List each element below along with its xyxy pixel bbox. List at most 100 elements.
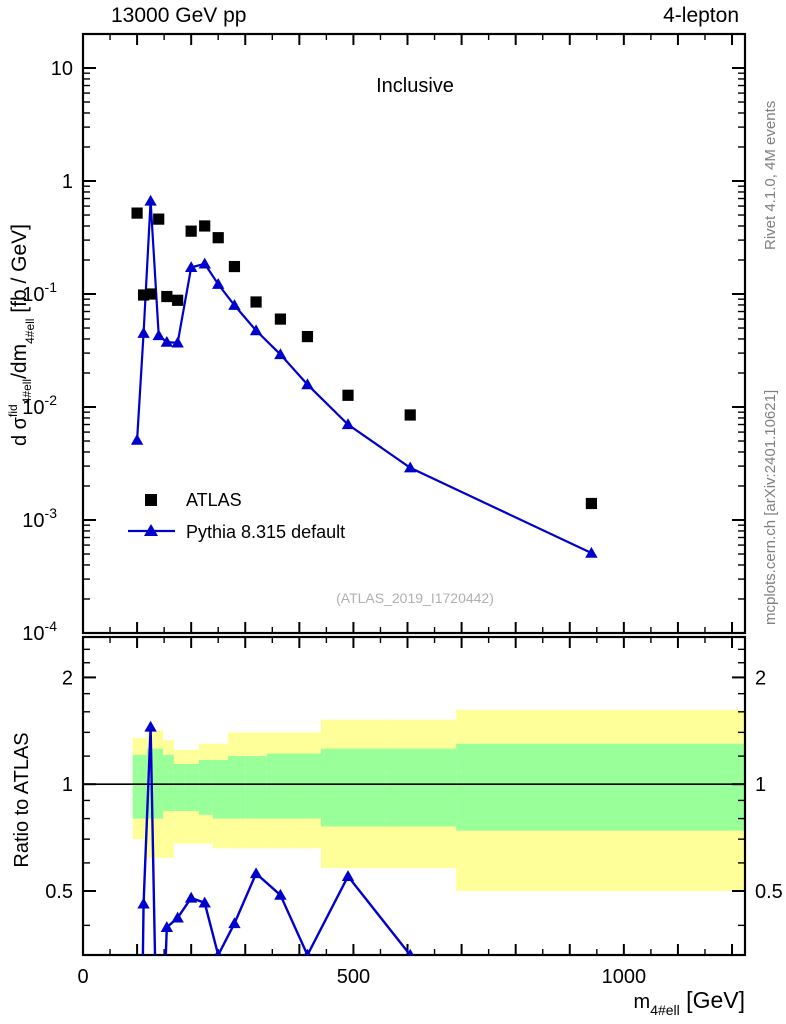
- band-inner-segment: [320, 748, 386, 827]
- mc-marker-triangle: [198, 257, 211, 269]
- ratio-mc-marker-triangle: [303, 948, 311, 955]
- mc-marker-triangle: [137, 326, 150, 338]
- side-label-mcplots-group: mcplots.cern.ch [arXiv:2401.10621]: [762, 390, 779, 625]
- data-marker-square: [185, 225, 197, 237]
- band-inner-segment: [198, 760, 213, 815]
- band-inner-segment: [212, 760, 228, 819]
- ratio-y-tick-label: 2: [62, 667, 73, 689]
- ratio-mc-marker-triangle: [160, 921, 174, 932]
- mc-marker-triangle: [301, 378, 314, 390]
- legend-marker-triangle: [144, 524, 158, 536]
- inclusive-annotation-group: Inclusive: [376, 75, 454, 97]
- x-axis-title: m4#ell [GeV]: [634, 987, 745, 1018]
- data-marker-square: [274, 313, 287, 325]
- mc-marker-triangle: [171, 336, 184, 348]
- data-marker-square: [153, 213, 165, 225]
- header-left-label: 13000 GeV pp: [111, 4, 246, 27]
- side-label-rivet-group: Rivet 4.1.0, 4M events: [762, 101, 779, 250]
- x-axis-title-group: m4#ell [GeV]: [634, 987, 745, 1018]
- mc-marker-triangle: [130, 433, 144, 445]
- data-marker-square: [145, 288, 157, 300]
- data-marker-square: [585, 497, 597, 510]
- x-axis-tick-label: 0: [77, 966, 88, 988]
- ratio-mc-marker-triangle: [171, 911, 184, 923]
- band-inner-segment: [266, 753, 294, 819]
- main-plot-frame: [81, 32, 747, 635]
- ratio-y-tick-label-right: 2: [755, 667, 766, 689]
- watermark-group: (ATLAS_2019_I1720442): [336, 590, 494, 606]
- band-inner-segment: [227, 756, 246, 819]
- mc-marker-triangle: [274, 348, 287, 360]
- mc-marker-triangle: [404, 461, 417, 473]
- ratio-x-ticks: [82, 637, 734, 955]
- mc-line: [135, 200, 592, 555]
- mc-marker-triangle: [249, 324, 263, 336]
- data-marker-square: [301, 330, 314, 343]
- legend-label-atlas: ATLAS: [186, 490, 242, 510]
- data-marker-square: [212, 232, 224, 244]
- data-marker-square: [161, 290, 173, 303]
- data-marker-square: [137, 289, 150, 301]
- x-axis-tick-label: 500: [337, 966, 370, 988]
- band-inner-segment: [132, 754, 147, 819]
- inclusive-label: Inclusive: [376, 75, 454, 97]
- ratio-uncertainty-bands: [132, 709, 745, 891]
- ratio-y-title-group: Ratio to ATLAS: [11, 732, 33, 867]
- mc-marker-triangle: [341, 418, 355, 430]
- ratio-mc-marker-triangle: [137, 897, 150, 909]
- ratio-mc-marker-triangle: [341, 870, 355, 881]
- ratio-plot-panel: 2 2 1 1 0.5 0.5 0 500 1000: [45, 635, 783, 988]
- ratio-mc-marker-triangle: [184, 891, 198, 903]
- band-inner-segment: [185, 764, 199, 812]
- y-axis-title: d σfid4#ell/dm4#ell [fb / GeV]: [6, 224, 37, 446]
- ratio-mc-marker-triangle: [144, 720, 157, 732]
- data-marker-square: [404, 409, 416, 421]
- ratio-y-tick-label-right: 0.5: [755, 881, 783, 903]
- band-inner-segment: [163, 754, 174, 812]
- side-label-rivet: Rivet 4.1.0, 4M events: [762, 101, 779, 250]
- data-marker-square: [342, 389, 354, 401]
- y-axis-tick-label: 10: [51, 58, 73, 80]
- ratio-y-tick-label-right: 1: [755, 774, 766, 796]
- band-inner-segment: [173, 764, 186, 812]
- data-marker-square: [131, 207, 143, 219]
- ratio-plot-frame: [81, 635, 747, 957]
- ratio-y-tick-label: 0.5: [45, 881, 73, 903]
- band-inner-segment: [293, 753, 321, 819]
- main-x-ticks: [82, 34, 734, 633]
- mc-marker-triangle: [160, 335, 174, 347]
- mc-marker-triangle: [144, 194, 157, 206]
- band-inner-segment: [245, 756, 267, 819]
- side-label-mcplots: mcplots.cern.ch [arXiv:2401.10621]: [762, 390, 779, 625]
- data-marker-square: [172, 294, 184, 306]
- mc-marker-triangle: [585, 546, 598, 558]
- header-right-label: 4-lepton: [663, 4, 739, 27]
- y-axis-tick-label: 10-4: [22, 618, 57, 645]
- legend-marker-square: [145, 494, 157, 506]
- ratio-mc-marker-triangle: [228, 917, 241, 929]
- ratio-y-axis-title: Ratio to ATLAS: [11, 732, 33, 867]
- data-marker-square: [228, 260, 241, 273]
- mc-marker-triangle: [228, 299, 241, 310]
- ratio-y-tick-label: 1: [62, 774, 73, 796]
- band-inner-segment: [456, 743, 745, 831]
- y-axis-tick-label: 10-3: [22, 505, 57, 532]
- legend-label-pythia: Pythia 8.315 default: [186, 522, 345, 542]
- data-marker-square: [250, 296, 262, 308]
- ratio-series-group: [137, 720, 414, 955]
- watermark-label: (ATLAS_2019_I1720442): [336, 590, 494, 606]
- band-inner-segment: [385, 748, 457, 827]
- mc-marker-triangle: [152, 329, 165, 341]
- mc-marker-triangle: [212, 278, 225, 289]
- main-y-ticks: [83, 33, 745, 634]
- x-axis-tick-label: 1000: [602, 966, 647, 988]
- data-marker-square: [199, 220, 211, 232]
- ratio-mc-marker-triangle: [214, 948, 222, 955]
- ratio-mc-marker-triangle: [198, 896, 211, 908]
- ratio-mc-marker-triangle: [249, 867, 263, 879]
- y-axis-title-group: d σfid4#ell/dm4#ell [fb / GeV]: [6, 224, 37, 446]
- mc-marker-triangle: [184, 261, 198, 273]
